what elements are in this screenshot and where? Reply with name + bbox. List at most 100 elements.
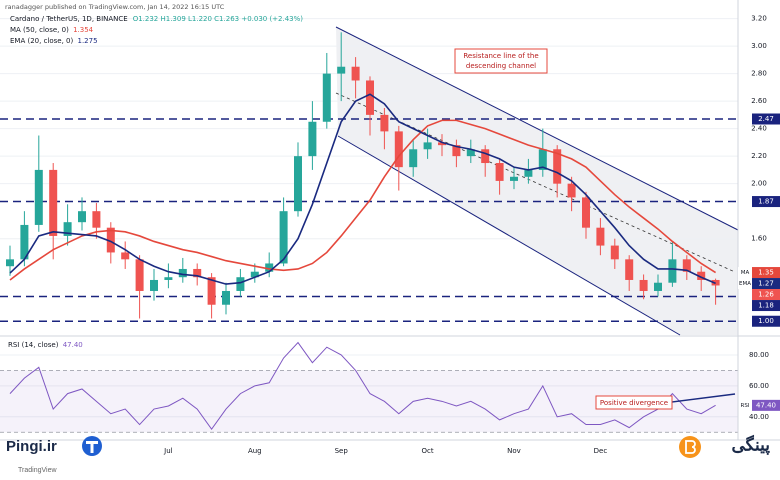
y-tick-label: 60.00 <box>749 382 769 390</box>
btc-glyph <box>685 440 696 454</box>
price-tag-name-bg <box>738 267 752 279</box>
legend-ema-value: 1.275 <box>77 37 97 45</box>
rsi-tag-label: 47.40 <box>756 401 776 409</box>
channel-fill <box>336 27 738 335</box>
candle-body <box>654 282 662 291</box>
candle-body <box>380 114 389 132</box>
annotation-text: descending channel <box>466 62 536 70</box>
chart-title: Cardano / TetherUS, 1D, BINANCE <box>10 15 128 23</box>
candle-body <box>78 211 86 223</box>
price-tag <box>752 300 780 312</box>
candle-body <box>538 149 547 170</box>
grid <box>0 18 738 418</box>
price-tag-label: 1.26 <box>758 291 774 299</box>
candle-body <box>582 197 590 228</box>
candle-body <box>178 268 187 278</box>
candle-body <box>466 149 475 157</box>
price-tag-label: 1.18 <box>758 302 774 310</box>
candle-body <box>6 259 14 267</box>
candle-body <box>265 263 274 272</box>
candle-body <box>337 66 346 74</box>
btc-icon <box>679 436 701 458</box>
candle-body <box>682 259 691 272</box>
brand-icon-glyph <box>86 441 98 453</box>
y-tick-label: 2.20 <box>751 152 767 160</box>
price-tag <box>752 113 780 125</box>
legend-rsi-value: 47.40 <box>63 341 83 349</box>
candle-body <box>351 66 360 81</box>
candle-body <box>366 80 374 115</box>
x-tick-label: Sep <box>335 447 349 455</box>
provider: TradingView <box>18 467 57 474</box>
candle-body <box>34 169 43 225</box>
candle-body <box>20 224 29 260</box>
y-tick-label: 2.80 <box>751 70 767 78</box>
candle-body <box>250 271 259 278</box>
ohlc: O1.232 H1.309 L1.220 C1.263 +0.030 (+2.4… <box>133 15 304 23</box>
rsi-line <box>9 341 716 431</box>
price-tag-name: MA <box>741 270 750 276</box>
price-tag-label: 1.00 <box>758 317 774 325</box>
candle-body <box>106 227 115 253</box>
x-tick-label: Aug <box>248 447 262 455</box>
annotation-box <box>595 395 673 410</box>
candle-body <box>639 279 648 291</box>
candle-body <box>438 142 446 146</box>
price-tag-name: EMA <box>739 281 751 287</box>
price-tag-name-bg <box>738 278 752 290</box>
price-tag <box>752 278 780 290</box>
price-tag <box>752 289 780 301</box>
candle-body <box>121 252 130 260</box>
y-tick-label: 2.00 <box>751 180 767 188</box>
axis: 3.20 3.00 2.80 2.60 2.40 2.20 2.00 1.60 Jul Aug Se… <box>163 15 780 455</box>
candle-body <box>135 259 144 291</box>
y-tick-label: 2.40 <box>751 125 767 133</box>
y-tick-label: 2.60 <box>751 97 767 105</box>
annotation-text: Resistance line of the <box>463 52 538 60</box>
indicator-line <box>9 119 717 281</box>
candle-body <box>63 222 72 236</box>
candle-body <box>222 290 230 305</box>
price-tag-label: 1.87 <box>758 198 774 206</box>
candle-body <box>524 169 533 177</box>
channel-upper <box>335 26 739 231</box>
price-tag-label: 2.47 <box>758 115 774 123</box>
price-tag <box>752 196 780 208</box>
x-tick-label: Nov <box>507 447 521 455</box>
candle-body <box>322 73 331 122</box>
y-tick-label: 3.00 <box>751 42 767 50</box>
candle-body <box>164 277 173 280</box>
price-tag-label: 1.35 <box>758 269 774 277</box>
candle-body <box>567 183 576 198</box>
legend-ma-value: 1.354 <box>73 26 94 34</box>
price-tag-label: 1.27 <box>758 280 774 288</box>
candle-body <box>279 211 288 264</box>
candle-body <box>596 227 605 246</box>
price-tag <box>752 315 780 327</box>
candle-body <box>452 145 461 157</box>
candle-body <box>236 277 245 291</box>
candle-body <box>49 169 58 236</box>
y-tick-label: 40.00 <box>749 413 769 421</box>
annotation-box <box>454 48 548 74</box>
legend-rsi: RSI (14, close) <box>8 341 59 349</box>
channel-lower <box>337 135 681 336</box>
rsi-tag <box>752 399 780 411</box>
candle-body <box>409 149 418 168</box>
y-tick-label: 1.60 <box>751 235 767 243</box>
x-tick-label: Dec <box>594 447 608 455</box>
candle-body <box>394 131 403 168</box>
y-tick-label: 3.20 <box>751 15 767 23</box>
x-tick-label: Jul <box>163 447 173 455</box>
x-tick-label: Oct <box>422 447 434 455</box>
candle-body <box>495 163 504 181</box>
candle-body <box>697 271 706 280</box>
candle-body <box>423 142 432 150</box>
price-axis-bg <box>738 0 780 440</box>
rsi-tag-name: RSI <box>741 403 750 409</box>
candle-body <box>294 156 302 212</box>
candle-body <box>610 245 619 260</box>
candle-body <box>510 176 518 181</box>
y-tick-label: 80.00 <box>749 351 769 359</box>
